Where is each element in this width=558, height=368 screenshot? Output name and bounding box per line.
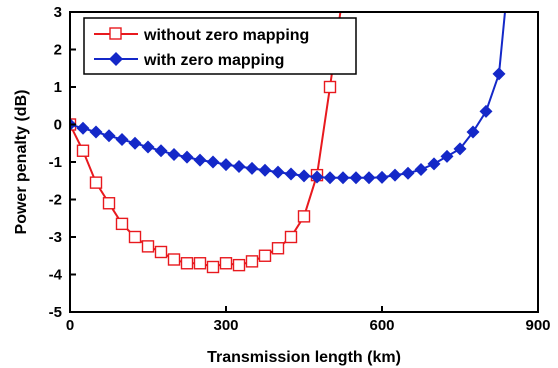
- y-tick-label: -3: [49, 229, 62, 246]
- data-point-square: [141, 240, 155, 253]
- x-tick-label: 0: [66, 317, 74, 334]
- y-tick-label: 0: [54, 117, 62, 134]
- y-tick-label: -5: [49, 304, 62, 321]
- data-point-diamond: [310, 170, 324, 184]
- data-point-diamond: [102, 129, 116, 143]
- data-point-diamond: [375, 170, 389, 184]
- x-tick-label: 600: [369, 317, 394, 334]
- data-point-square: [258, 249, 272, 262]
- data-point-diamond: [154, 144, 168, 158]
- data-point-square: [89, 176, 103, 189]
- data-point-diamond: [427, 157, 441, 171]
- data-point-square: [167, 253, 181, 266]
- data-point-square: [102, 197, 116, 210]
- data-point-square: [76, 144, 90, 157]
- data-point-square: [206, 260, 220, 274]
- data-point-diamond: [479, 104, 493, 118]
- data-point-diamond: [193, 153, 207, 167]
- y-tick-label: 3: [54, 4, 62, 21]
- data-point-diamond: [492, 67, 506, 81]
- legend-label-with-zero-mapping: with zero mapping: [143, 52, 284, 69]
- data-point-diamond: [89, 125, 103, 139]
- data-point-diamond: [128, 136, 142, 150]
- y-tick-label: -1: [49, 154, 62, 171]
- data-point-square: [128, 230, 142, 244]
- series-line-without-zero-mapping: [70, 12, 342, 269]
- data-point-square: [297, 210, 311, 223]
- data-point-diamond: [362, 171, 376, 185]
- data-point-diamond: [453, 142, 467, 156]
- data-point-diamond: [414, 163, 428, 176]
- data-point-diamond: [440, 149, 454, 163]
- data-point-diamond: [232, 160, 246, 173]
- data-point-diamond: [167, 148, 181, 161]
- y-tick-label: -4: [49, 267, 63, 284]
- legend-marker-open-square: [109, 27, 122, 40]
- data-point-diamond: [206, 155, 220, 169]
- data-point-square: [219, 257, 233, 270]
- y-axis-label: Power penalty (dB): [13, 90, 30, 235]
- data-point-diamond: [466, 125, 480, 139]
- data-point-diamond: [284, 167, 298, 181]
- legend: without zero mapping with zero mapping: [83, 17, 357, 75]
- legend-label-without-zero-mapping: without zero mapping: [143, 27, 309, 44]
- data-point-diamond: [258, 163, 272, 177]
- data-point-diamond: [76, 121, 90, 135]
- data-point-square: [180, 257, 194, 270]
- x-axis-label: Transmission length (km): [207, 349, 401, 366]
- data-point-square: [193, 257, 207, 270]
- data-point-diamond: [401, 166, 415, 180]
- data-point-diamond: [180, 150, 194, 164]
- data-point-square: [245, 255, 259, 268]
- legend-marker-filled-diamond: [109, 52, 123, 66]
- data-point-square: [271, 242, 285, 255]
- y-tick-label: 2: [54, 42, 62, 59]
- data-point-square: [323, 80, 337, 94]
- data-point-diamond: [323, 171, 337, 185]
- data-point-diamond: [219, 158, 233, 172]
- data-point-square: [284, 230, 298, 244]
- data-point-square: [154, 245, 168, 259]
- x-tick-label: 300: [213, 317, 238, 334]
- legend-box: [83, 17, 357, 75]
- data-point-square: [115, 217, 129, 231]
- data-point-diamond: [271, 165, 285, 179]
- x-tick-label: 900: [525, 317, 550, 334]
- y-tick-label: -2: [49, 192, 62, 209]
- data-point-diamond: [297, 169, 311, 183]
- data-point-diamond: [349, 171, 363, 185]
- data-point-diamond: [336, 171, 350, 185]
- data-point-diamond: [115, 133, 129, 146]
- data-point-diamond: [245, 161, 259, 175]
- data-point-square: [232, 258, 246, 272]
- y-tick-label: 1: [54, 79, 62, 96]
- data-point-diamond: [141, 140, 155, 154]
- data-point-diamond: [388, 168, 402, 182]
